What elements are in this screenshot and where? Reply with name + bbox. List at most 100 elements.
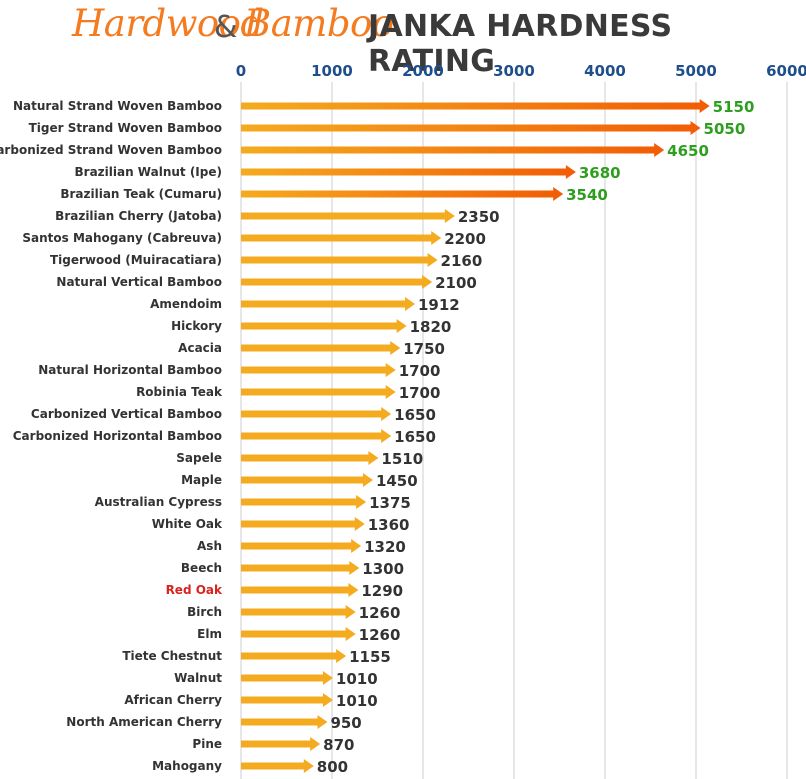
value-label: 800: [317, 758, 348, 776]
category-label: Ash: [197, 539, 222, 553]
bar: [241, 759, 314, 773]
x-tick-label: 2000: [402, 62, 444, 80]
category-label: Hickory: [171, 319, 222, 333]
bar: [241, 649, 347, 663]
value-label: 1155: [349, 648, 391, 666]
category-label: Tiger Strand Woven Bamboo: [29, 121, 222, 135]
bar: [241, 187, 564, 201]
category-label: Amendoim: [150, 297, 222, 311]
value-label: 1700: [399, 362, 441, 380]
bar: [241, 209, 455, 223]
bar: [241, 363, 396, 377]
bar: [241, 275, 433, 289]
category-label: Carbonized Horizontal Bamboo: [13, 429, 222, 443]
value-label: 1260: [359, 604, 401, 622]
category-label: Brazilian Walnut (Ipe): [75, 165, 223, 179]
value-label: 1700: [399, 384, 441, 402]
category-label: Natural Strand Woven Bamboo: [13, 99, 222, 113]
category-label: Tiete Chestnut: [122, 649, 222, 663]
bar: [241, 715, 328, 729]
category-label: Carbonized Strand Woven Bamboo: [0, 143, 222, 157]
bar: [241, 341, 401, 355]
value-label: 2160: [441, 252, 483, 270]
x-tick-label: 0: [236, 62, 246, 80]
category-label: Carbonized Vertical Bamboo: [31, 407, 222, 421]
bar: [241, 143, 665, 157]
category-labels: Natural Strand Woven Bamboo Tiger Strand …: [0, 99, 223, 773]
bar: [241, 605, 356, 619]
bar: [241, 451, 379, 465]
bar: [241, 297, 415, 311]
category-label: Brazilian Teak (Cumaru): [60, 187, 222, 201]
value-label: 5150: [713, 98, 755, 116]
value-label: 1820: [410, 318, 452, 336]
x-tick-label: 3000: [493, 62, 535, 80]
category-label: Brazilian Cherry (Jatoba): [55, 209, 222, 223]
brand-hardwood: Hardwood: [72, 2, 264, 45]
bar: [241, 319, 407, 333]
brand-ampersand: &: [214, 10, 237, 45]
value-label: 2100: [435, 274, 477, 292]
bar: [241, 473, 373, 487]
category-label: Tigerwood (Muiracatiara): [50, 253, 222, 267]
value-label: 1290: [361, 582, 403, 600]
category-label: Red Oak: [166, 583, 223, 597]
category-label: African Cherry: [124, 693, 222, 707]
bar: [241, 539, 362, 553]
bar: [241, 627, 356, 641]
x-tick-label: 6000: [766, 62, 806, 80]
bar: [241, 165, 576, 179]
category-label: Birch: [187, 605, 222, 619]
x-tick-label: 1000: [311, 62, 353, 80]
bar: [241, 385, 396, 399]
gridlines: [240, 82, 788, 779]
value-label: 2200: [444, 230, 486, 248]
x-axis-ticks: 0 1000 2000 3000 4000 5000 6000: [236, 62, 806, 80]
category-label: Maple: [181, 473, 222, 487]
category-label: Sapele: [176, 451, 222, 465]
bar: [241, 253, 438, 267]
bar: [241, 737, 321, 751]
bar: [241, 99, 710, 113]
bar: [241, 429, 392, 443]
value-label: 1650: [394, 428, 436, 446]
value-label: 1300: [362, 560, 404, 578]
bar: [241, 407, 392, 421]
value-label: 1650: [394, 406, 436, 424]
category-label: Walnut: [174, 671, 222, 685]
chart-title: JANKA HARDNESS RATING: [368, 9, 673, 79]
category-label: Elm: [197, 627, 222, 641]
value-label: 1510: [381, 450, 423, 468]
category-label: Mahogany: [152, 759, 222, 773]
value-label: 1010: [336, 670, 378, 688]
category-label: Pine: [192, 737, 222, 751]
value-label: 2350: [458, 208, 500, 226]
bar: [241, 583, 359, 597]
bar: [241, 517, 365, 531]
category-label: Santos Mahogany (Cabreuva): [22, 231, 222, 245]
header: Hardwood & Bamboo JANKA HARDNESS RATING: [0, 0, 806, 79]
value-label: 3540: [566, 186, 608, 204]
value-label: 1260: [359, 626, 401, 644]
value-label: 1750: [403, 340, 445, 358]
value-label: 1320: [364, 538, 406, 556]
value-label: 1450: [376, 472, 418, 490]
bar: [241, 671, 333, 685]
value-label: 1375: [369, 494, 411, 512]
category-label: Beech: [181, 561, 222, 575]
x-tick-label: 5000: [675, 62, 717, 80]
bar: [241, 121, 701, 135]
bar: [241, 495, 367, 509]
bar: [241, 561, 360, 575]
category-label: Acacia: [178, 341, 222, 355]
category-label: White Oak: [152, 517, 223, 531]
category-label: North American Cherry: [66, 715, 222, 729]
brand-bamboo: Bamboo: [244, 2, 394, 45]
value-labels: 5150 5050 4650 3680 3540 2350 2200 2160 2100 1912…: [317, 98, 755, 776]
bars: [241, 99, 710, 773]
x-tick-label: 4000: [584, 62, 626, 80]
category-label: Natural Horizontal Bamboo: [38, 363, 222, 377]
value-label: 5050: [704, 120, 746, 138]
value-label: 3680: [579, 164, 621, 182]
